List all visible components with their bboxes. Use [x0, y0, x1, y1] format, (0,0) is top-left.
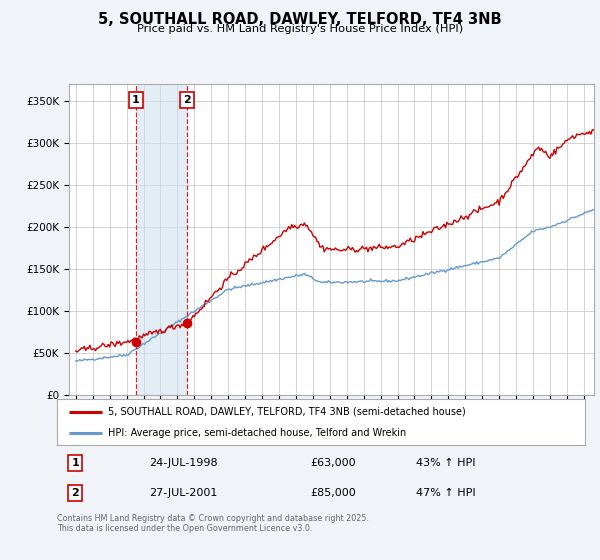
Text: HPI: Average price, semi-detached house, Telford and Wrekin: HPI: Average price, semi-detached house,… — [108, 428, 406, 438]
Text: 1: 1 — [71, 458, 79, 468]
Text: 27-JUL-2001: 27-JUL-2001 — [149, 488, 218, 498]
Text: 43% ↑ HPI: 43% ↑ HPI — [416, 458, 476, 468]
Text: £85,000: £85,000 — [310, 488, 356, 498]
Text: 5, SOUTHALL ROAD, DAWLEY, TELFORD, TF4 3NB: 5, SOUTHALL ROAD, DAWLEY, TELFORD, TF4 3… — [98, 12, 502, 27]
Text: £63,000: £63,000 — [310, 458, 356, 468]
Text: 2: 2 — [71, 488, 79, 498]
Text: Price paid vs. HM Land Registry's House Price Index (HPI): Price paid vs. HM Land Registry's House … — [137, 24, 463, 34]
Bar — [136, 84, 187, 395]
Text: Contains HM Land Registry data © Crown copyright and database right 2025.
This d: Contains HM Land Registry data © Crown c… — [57, 514, 369, 534]
Text: 1: 1 — [132, 95, 140, 105]
Text: 47% ↑ HPI: 47% ↑ HPI — [416, 488, 476, 498]
Text: 2: 2 — [183, 95, 191, 105]
Text: 24-JUL-1998: 24-JUL-1998 — [149, 458, 218, 468]
Text: 5, SOUTHALL ROAD, DAWLEY, TELFORD, TF4 3NB (semi-detached house): 5, SOUTHALL ROAD, DAWLEY, TELFORD, TF4 3… — [108, 407, 466, 417]
